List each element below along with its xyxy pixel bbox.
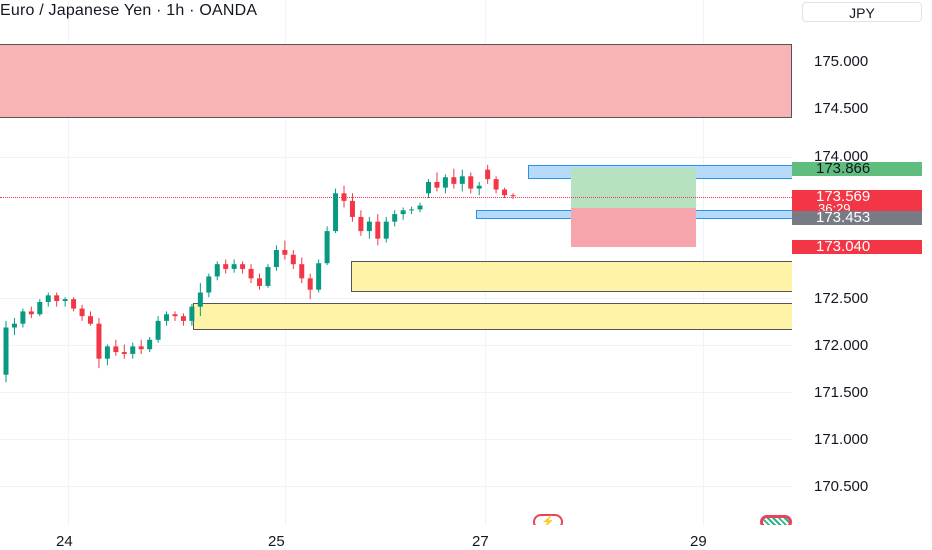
grid-line — [0, 486, 792, 487]
candle — [71, 299, 77, 309]
candle — [147, 339, 153, 350]
candle — [358, 216, 364, 232]
candle — [392, 214, 398, 222]
chart-title: Euro / Japanese Yen · 1h · OANDA — [0, 2, 258, 19]
candle — [485, 169, 491, 180]
candle — [214, 264, 220, 277]
candle — [11, 323, 17, 328]
price-tick: 171.000 — [814, 431, 869, 448]
candle — [383, 221, 389, 239]
candle — [180, 316, 186, 321]
grid-line — [0, 345, 792, 346]
candle — [197, 292, 203, 307]
candle — [121, 352, 127, 354]
candle — [138, 346, 144, 350]
candle — [375, 221, 381, 239]
candle — [54, 295, 60, 302]
candle — [299, 264, 305, 279]
date-label: 24 — [56, 533, 73, 550]
candle — [409, 209, 415, 211]
candle — [28, 311, 34, 315]
candle — [3, 327, 9, 375]
candle — [493, 179, 499, 190]
price-tick: 174.000 — [814, 148, 869, 165]
candle — [400, 210, 406, 215]
demand-zone-upper[interactable] — [351, 261, 792, 292]
last-price-line — [0, 197, 792, 198]
candle — [307, 278, 313, 290]
candle — [502, 189, 508, 196]
candle — [349, 200, 355, 217]
candle — [451, 177, 457, 184]
candle — [20, 311, 26, 324]
time-axis[interactable]: 24 25 27 29 — [0, 525, 792, 550]
date-label: 29 — [690, 533, 707, 550]
candle — [88, 316, 93, 324]
grid-line — [0, 298, 792, 299]
candle — [113, 346, 119, 353]
entry-price-tag: 173.453 — [792, 210, 922, 225]
candle — [62, 299, 68, 302]
candle — [37, 301, 43, 315]
price-tick: 172.500 — [814, 290, 869, 307]
stop-price-tag: 173.040 — [792, 239, 922, 254]
candlestick-series — [3, 164, 516, 383]
candle — [104, 346, 110, 359]
candle — [426, 181, 431, 194]
candle — [257, 278, 262, 286]
date-label: 25 — [268, 533, 285, 550]
candle — [248, 268, 254, 279]
long-position-loss[interactable] — [571, 208, 696, 247]
candle — [468, 176, 474, 189]
price-tick: 170.500 — [814, 478, 869, 495]
candle — [459, 176, 465, 184]
candle — [273, 250, 279, 268]
price-tick: 172.000 — [814, 337, 869, 354]
candle — [231, 264, 237, 269]
candle — [333, 193, 339, 232]
candle — [223, 264, 229, 269]
grid-line — [0, 157, 792, 158]
candle — [442, 177, 448, 188]
candle — [282, 250, 288, 255]
candle — [341, 193, 347, 201]
candle — [476, 185, 482, 189]
candle — [172, 314, 178, 317]
price-tick: 175.000 — [814, 53, 869, 70]
candle — [434, 181, 440, 188]
tradingview-logo-icon[interactable] — [760, 515, 792, 525]
candle — [316, 263, 322, 290]
currency-button[interactable]: JPY — [802, 2, 922, 22]
candle — [324, 231, 330, 264]
candle — [130, 346, 136, 354]
candle — [155, 320, 161, 340]
price-axis[interactable]: 175.000 174.500 174.000 172.500 172.000 … — [792, 0, 932, 525]
demand-zone-lower[interactable] — [193, 303, 792, 330]
candle — [79, 308, 85, 317]
candle — [206, 276, 212, 293]
candle — [417, 205, 423, 210]
bolt-icon[interactable]: ⚡ — [533, 514, 563, 525]
candle — [45, 295, 51, 302]
candle — [265, 267, 271, 286]
date-label: 27 — [472, 533, 489, 550]
candle — [510, 195, 516, 197]
long-position-profit[interactable] — [571, 168, 696, 208]
candle — [189, 306, 195, 321]
price-tick: 174.500 — [814, 100, 869, 117]
candle — [240, 264, 246, 269]
grid-line — [0, 439, 792, 440]
candle — [290, 254, 296, 265]
candle — [366, 221, 372, 232]
price-tick: 171.500 — [814, 384, 869, 401]
grid-line — [285, 0, 286, 525]
last-price-tag: 173.569 — [792, 189, 922, 204]
target-price-tag: 173.866 — [792, 161, 922, 176]
candle — [96, 323, 102, 359]
candle — [164, 314, 170, 321]
grid-line — [68, 0, 69, 525]
grid-line — [0, 392, 792, 393]
supply-zone[interactable] — [0, 44, 792, 118]
chart-area[interactable]: Euro / Japanese Yen · 1h · OANDA ⚡ — [0, 0, 792, 525]
